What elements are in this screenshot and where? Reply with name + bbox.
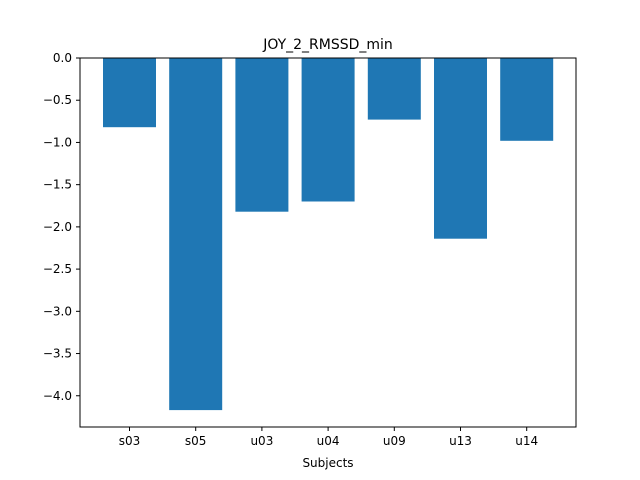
bar-u13 bbox=[434, 58, 487, 239]
y-tick-label: −1.0 bbox=[43, 135, 72, 149]
y-tick-label: −2.5 bbox=[43, 262, 72, 276]
x-tick-label-s03: s03 bbox=[119, 434, 141, 448]
y-tick-label: −1.5 bbox=[43, 178, 72, 192]
bar-u04 bbox=[301, 58, 355, 202]
x-tick-label-u13: u13 bbox=[449, 434, 472, 448]
bar-u09 bbox=[367, 58, 421, 120]
x-tick-label-u03: u03 bbox=[250, 434, 273, 448]
bar-u03 bbox=[235, 58, 289, 212]
x-tick-label-s05: s05 bbox=[185, 434, 207, 448]
y-axis: 0.0 −0.5 −1.0 −1.5 −2.0 −2.5 −3.0 −3.5 −4.0 bbox=[43, 51, 80, 403]
x-axis: s03 s05 u03 u04 u09 u13 u14 bbox=[119, 427, 538, 448]
x-axis-label: Subjects bbox=[302, 456, 353, 470]
chart-title: JOY_2_RMSSD_min bbox=[262, 37, 393, 53]
y-tick-label: −0.5 bbox=[43, 93, 72, 107]
x-tick-label-u09: u09 bbox=[383, 434, 406, 448]
y-tick-label: −3.0 bbox=[43, 304, 72, 318]
bars-group bbox=[103, 58, 554, 411]
y-tick-label: 0.0 bbox=[53, 51, 72, 65]
bar-s05 bbox=[169, 58, 223, 411]
bar-u14 bbox=[500, 58, 554, 141]
bar-s03 bbox=[103, 58, 156, 128]
plot-frame bbox=[79, 57, 577, 428]
y-tick-label: −3.5 bbox=[43, 347, 72, 361]
x-tick-label-u04: u04 bbox=[317, 434, 340, 448]
x-tick-label-u14: u14 bbox=[515, 434, 538, 448]
y-tick-label: −4.0 bbox=[43, 389, 72, 403]
y-tick-label: −2.0 bbox=[43, 220, 72, 234]
